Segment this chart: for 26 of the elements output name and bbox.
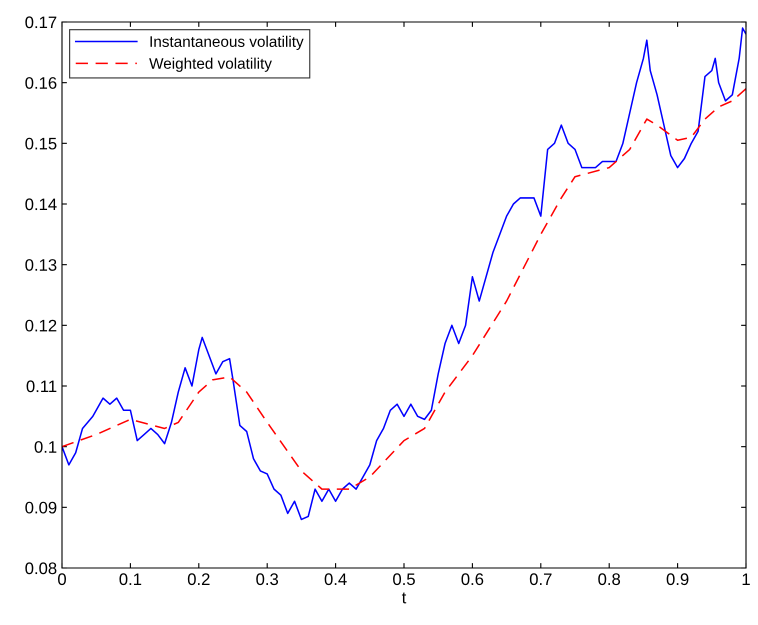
y-tick-label: 0.08 <box>25 562 56 574</box>
x-tick-label: 0.8 <box>598 573 620 586</box>
x-tick-label: 0.1 <box>119 573 142 586</box>
legend-label: Weighted volatility <box>149 58 272 72</box>
x-tick-label: 0 <box>58 573 66 586</box>
y-tick-label: 0.15 <box>25 138 56 150</box>
x-tick-label: 0.9 <box>666 573 688 586</box>
x-tick-label: 0.7 <box>530 573 552 586</box>
line-series <box>62 27 746 520</box>
x-tick-label: 0.5 <box>393 573 415 586</box>
y-tick-label: 0.11 <box>26 380 56 392</box>
y-tick-label: 0.16 <box>25 77 56 89</box>
y-tick-label: 0.13 <box>25 259 56 271</box>
x-axis-title: t <box>402 592 406 604</box>
y-tick-label: 0.17 <box>25 16 56 28</box>
x-tick-label: 0.3 <box>256 573 278 586</box>
y-tick-label: 0.1 <box>34 441 56 453</box>
legend-label: Instantaneous volatility <box>150 36 304 50</box>
line-series <box>62 88 746 490</box>
x-tick-label: 0.2 <box>188 573 210 586</box>
x-tick-label: 0.6 <box>461 573 484 586</box>
y-tick-label: 0.14 <box>25 198 57 210</box>
y-tick-label: 0.09 <box>25 502 56 514</box>
x-tick-label: 1 <box>742 573 750 585</box>
y-tick-label: 0.12 <box>25 320 56 332</box>
x-tick-label: 0.4 <box>324 573 347 586</box>
